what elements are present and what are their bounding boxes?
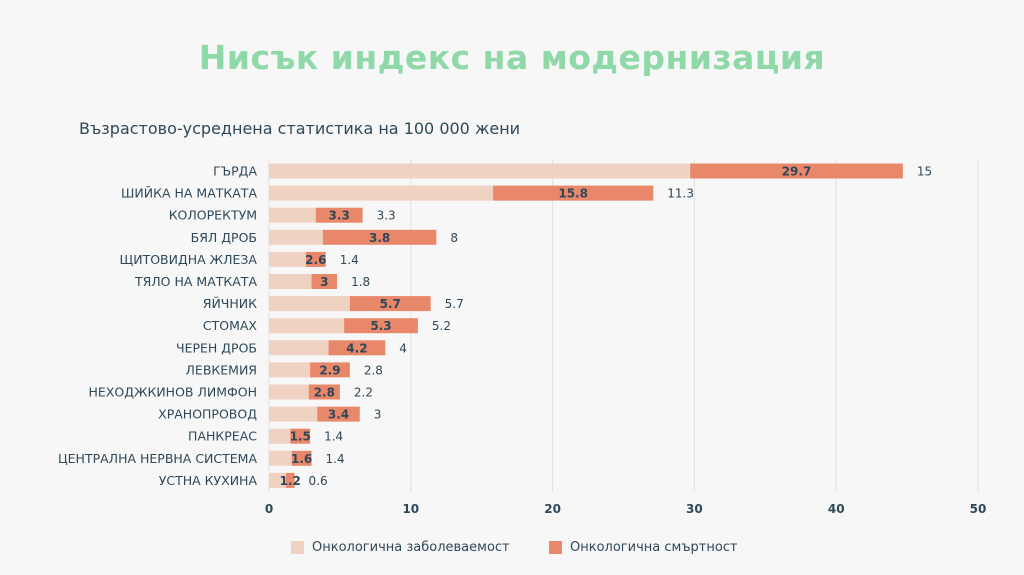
bar-incidence — [269, 428, 291, 444]
bar-mortality — [322, 229, 437, 245]
category-label: ЛЕВКЕМИЯ — [186, 362, 257, 377]
mortality-value-label: 1.4 — [340, 253, 359, 267]
bars — [269, 163, 903, 488]
bar-incidence — [269, 406, 318, 422]
mortality-value-label: 2.2 — [354, 386, 373, 400]
bar-mortality — [310, 362, 350, 378]
bar-mortality — [315, 207, 363, 223]
incidence-value-label: 3.4 — [328, 408, 349, 422]
category-label: ЩИТОВИДНА ЖЛЕЗА — [120, 252, 258, 267]
category-label: КОЛОРЕКТУМ — [169, 208, 257, 223]
mortality-value-label: 3.3 — [377, 209, 396, 223]
bar-mortality — [308, 384, 340, 400]
bar-incidence — [269, 318, 345, 334]
mortality-value-label: 1.8 — [351, 275, 370, 289]
x-tick-label: 30 — [686, 502, 703, 516]
incidence-value-label: 5.7 — [380, 297, 401, 311]
bar-incidence — [269, 362, 311, 378]
incidence-value-label: 2.9 — [319, 363, 340, 377]
labels: 0 10 20 30 40 50 ГЪРДА 29.7 15 ШИЙКА НА МАТКАТА 15… — [58, 164, 986, 517]
category-label: ПАНКРЕАС — [188, 429, 257, 444]
mortality-value-label: 11.3 — [667, 187, 694, 201]
bar-mortality — [311, 274, 338, 289]
category-label: ГЪРДА — [213, 164, 257, 179]
bar-mortality — [305, 251, 326, 267]
legend-label-incidence: Онкологична заболеваемост — [312, 540, 510, 555]
legend-item-mortality: Онкологична смъртност — [549, 540, 738, 555]
incidence-value-label: 1.6 — [291, 452, 312, 466]
bar-mortality — [493, 185, 654, 201]
mortality-value-label: 4 — [399, 341, 407, 355]
incidence-value-label: 2.8 — [314, 386, 335, 400]
x-tick-label: 0 — [265, 502, 273, 516]
chart-title: Нисък индекс на модернизация — [198, 38, 826, 77]
incidence-value-label: 2.6 — [305, 253, 326, 267]
mortality-value-label: 5.7 — [445, 297, 464, 311]
bar-incidence — [269, 207, 316, 223]
x-tick-label: 10 — [402, 502, 419, 516]
category-label: НЕХОДЖКИНОВ ЛИМФОН — [89, 385, 257, 400]
incidence-value-label: 1.2 — [280, 474, 301, 488]
legend-item-incidence: Онкологична заболеваемост — [291, 540, 510, 555]
bar-incidence — [269, 229, 323, 245]
mortality-value-label: 1.4 — [324, 430, 343, 444]
x-tick-label: 20 — [544, 502, 561, 516]
x-tick-label: 40 — [828, 502, 845, 516]
bar-mortality — [290, 428, 311, 444]
bar-mortality — [328, 340, 386, 356]
category-label: ТЯЛО НА МАТКАТА — [134, 274, 257, 289]
legend-swatch-mortality — [549, 541, 562, 554]
bar-incidence — [269, 296, 350, 312]
category-label: ЯЙЧНИК — [203, 296, 257, 311]
bar-mortality — [344, 318, 418, 334]
legend-swatch-incidence — [291, 541, 304, 554]
incidence-value-label: 3.8 — [369, 231, 390, 245]
category-label: ХРАНОПРОВОД — [158, 407, 257, 422]
mortality-value-label: 2.8 — [364, 363, 383, 377]
bar-incidence — [269, 472, 287, 488]
bar-mortality — [286, 472, 295, 488]
incidence-value-label: 3 — [320, 275, 328, 289]
incidence-value-label: 15.8 — [558, 187, 588, 201]
mortality-value-label: 0.6 — [309, 474, 328, 488]
bar-mortality — [690, 163, 903, 179]
chart-subtitle: Възрастово-усреднена статистика на 100 0… — [79, 119, 521, 138]
bar-incidence — [269, 384, 309, 400]
bar-incidence — [269, 163, 691, 179]
bar-mortality — [349, 296, 431, 312]
mortality-value-label: 5.2 — [432, 319, 451, 333]
incidence-value-label: 5.3 — [370, 319, 391, 333]
incidence-value-label: 4.2 — [346, 341, 367, 355]
bar-incidence — [269, 185, 494, 201]
x-tick-label: 50 — [970, 502, 987, 516]
category-label: ЧЕРЕН ДРОБ — [176, 340, 257, 355]
incidence-value-label: 1.5 — [290, 430, 311, 444]
incidence-value-label: 29.7 — [782, 165, 812, 179]
category-label: БЯЛ ДРОБ — [191, 230, 257, 245]
mortality-value-label: 1.4 — [326, 452, 345, 466]
category-label: СТОМАХ — [203, 318, 258, 333]
bar-mortality — [317, 406, 360, 422]
category-label: ЦЕНТРАЛНА НЕРВНА СИСТЕМА — [58, 451, 258, 466]
mortality-value-label: 3 — [374, 408, 382, 422]
mortality-value-label: 15 — [917, 165, 932, 179]
bar-mortality — [291, 450, 312, 466]
mortality-value-label: 8 — [450, 231, 458, 245]
category-label: ШИЙКА НА МАТКАТА — [121, 186, 257, 201]
legend: Онкологична заболеваемост Онкологична см… — [0, 540, 1024, 560]
legend-label-mortality: Онкологична смъртност — [570, 540, 738, 555]
bar-incidence — [269, 450, 292, 466]
incidence-value-label: 3.3 — [329, 209, 350, 223]
bar-incidence — [269, 274, 312, 289]
bar-incidence — [269, 251, 306, 267]
bar-incidence — [269, 340, 329, 356]
category-label: УСТНА КУХИНА — [159, 473, 258, 488]
